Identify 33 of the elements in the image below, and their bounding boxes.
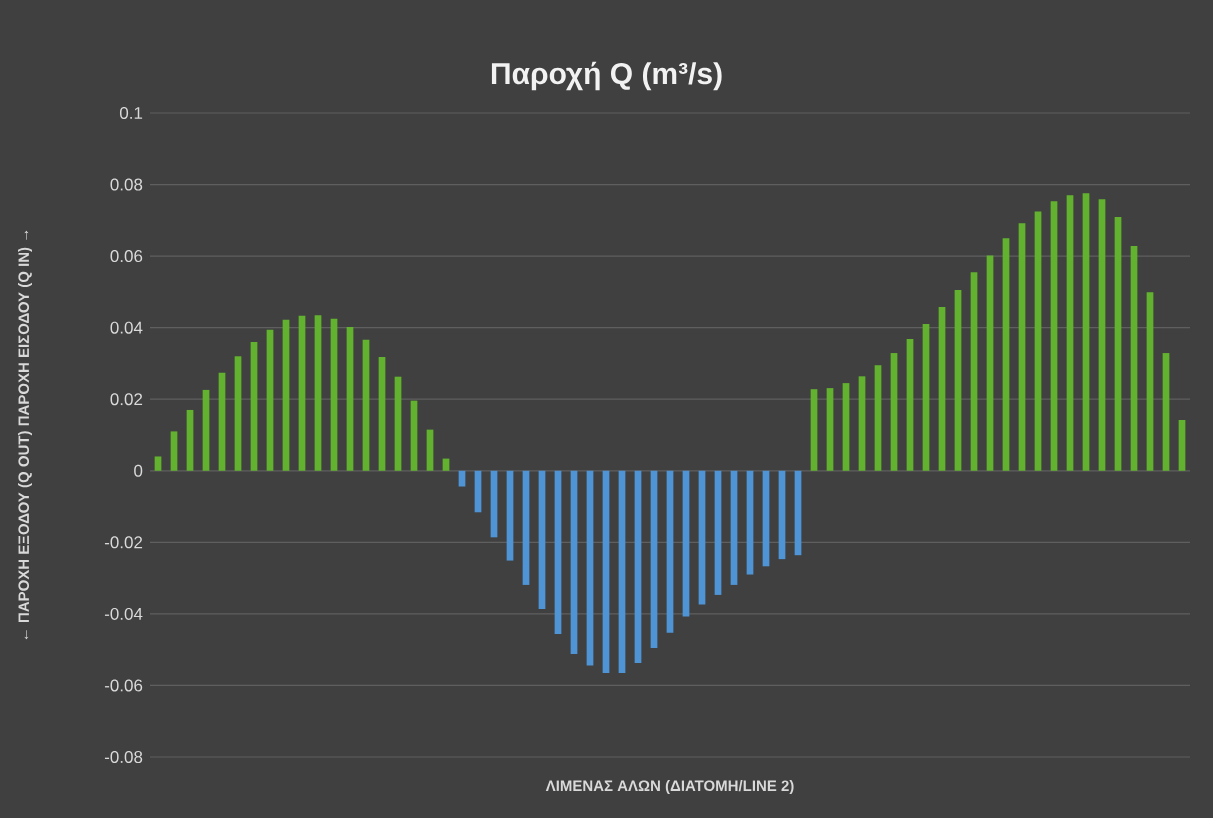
x-axis-title: ΛΙΜΕΝΑΣ ΑΛΩΝ (ΔΙΑΤΟΜΗ/LINE 2)	[545, 780, 794, 794]
bar	[1146, 292, 1154, 471]
y-tick-label: 0.02	[110, 393, 143, 406]
bar	[890, 353, 898, 471]
bar	[1162, 353, 1170, 471]
y-tick-label: 0.08	[110, 178, 143, 191]
bar	[842, 383, 850, 471]
chart-title: Παροχή Q (m³/s)	[491, 61, 722, 91]
y-tick-label: 0.1	[119, 106, 143, 119]
y-tick-label: -0.02	[104, 536, 143, 549]
bar	[746, 470, 754, 575]
bar	[922, 324, 930, 471]
y-axis-title: ← ΠΑΡΟΧΗ ΕΞΟΔΟΥ (Q OUT) ΠΑΡΟΧΗ ΕΙΣΟΔΟΥ (Q IN) →	[18, 230, 32, 640]
y-tick-label: 0.06	[110, 250, 143, 263]
y-tick-label: 0.04	[110, 321, 143, 334]
y-tick-label: -0.04	[104, 607, 143, 620]
bar	[874, 365, 882, 471]
y-tick-label: -0.06	[104, 679, 143, 692]
bar	[458, 470, 466, 487]
bar	[970, 272, 978, 471]
bar	[1034, 211, 1042, 471]
y-tick-label: -0.08	[104, 750, 143, 764]
bar	[154, 456, 162, 471]
bar	[170, 431, 178, 471]
bar	[810, 389, 818, 471]
bar	[826, 388, 834, 471]
bar	[858, 376, 866, 471]
bar	[202, 389, 210, 471]
bar	[986, 255, 994, 471]
bar	[1178, 419, 1186, 471]
bar	[234, 356, 242, 471]
y-tick-label: 0	[134, 464, 143, 477]
bar	[506, 470, 514, 561]
